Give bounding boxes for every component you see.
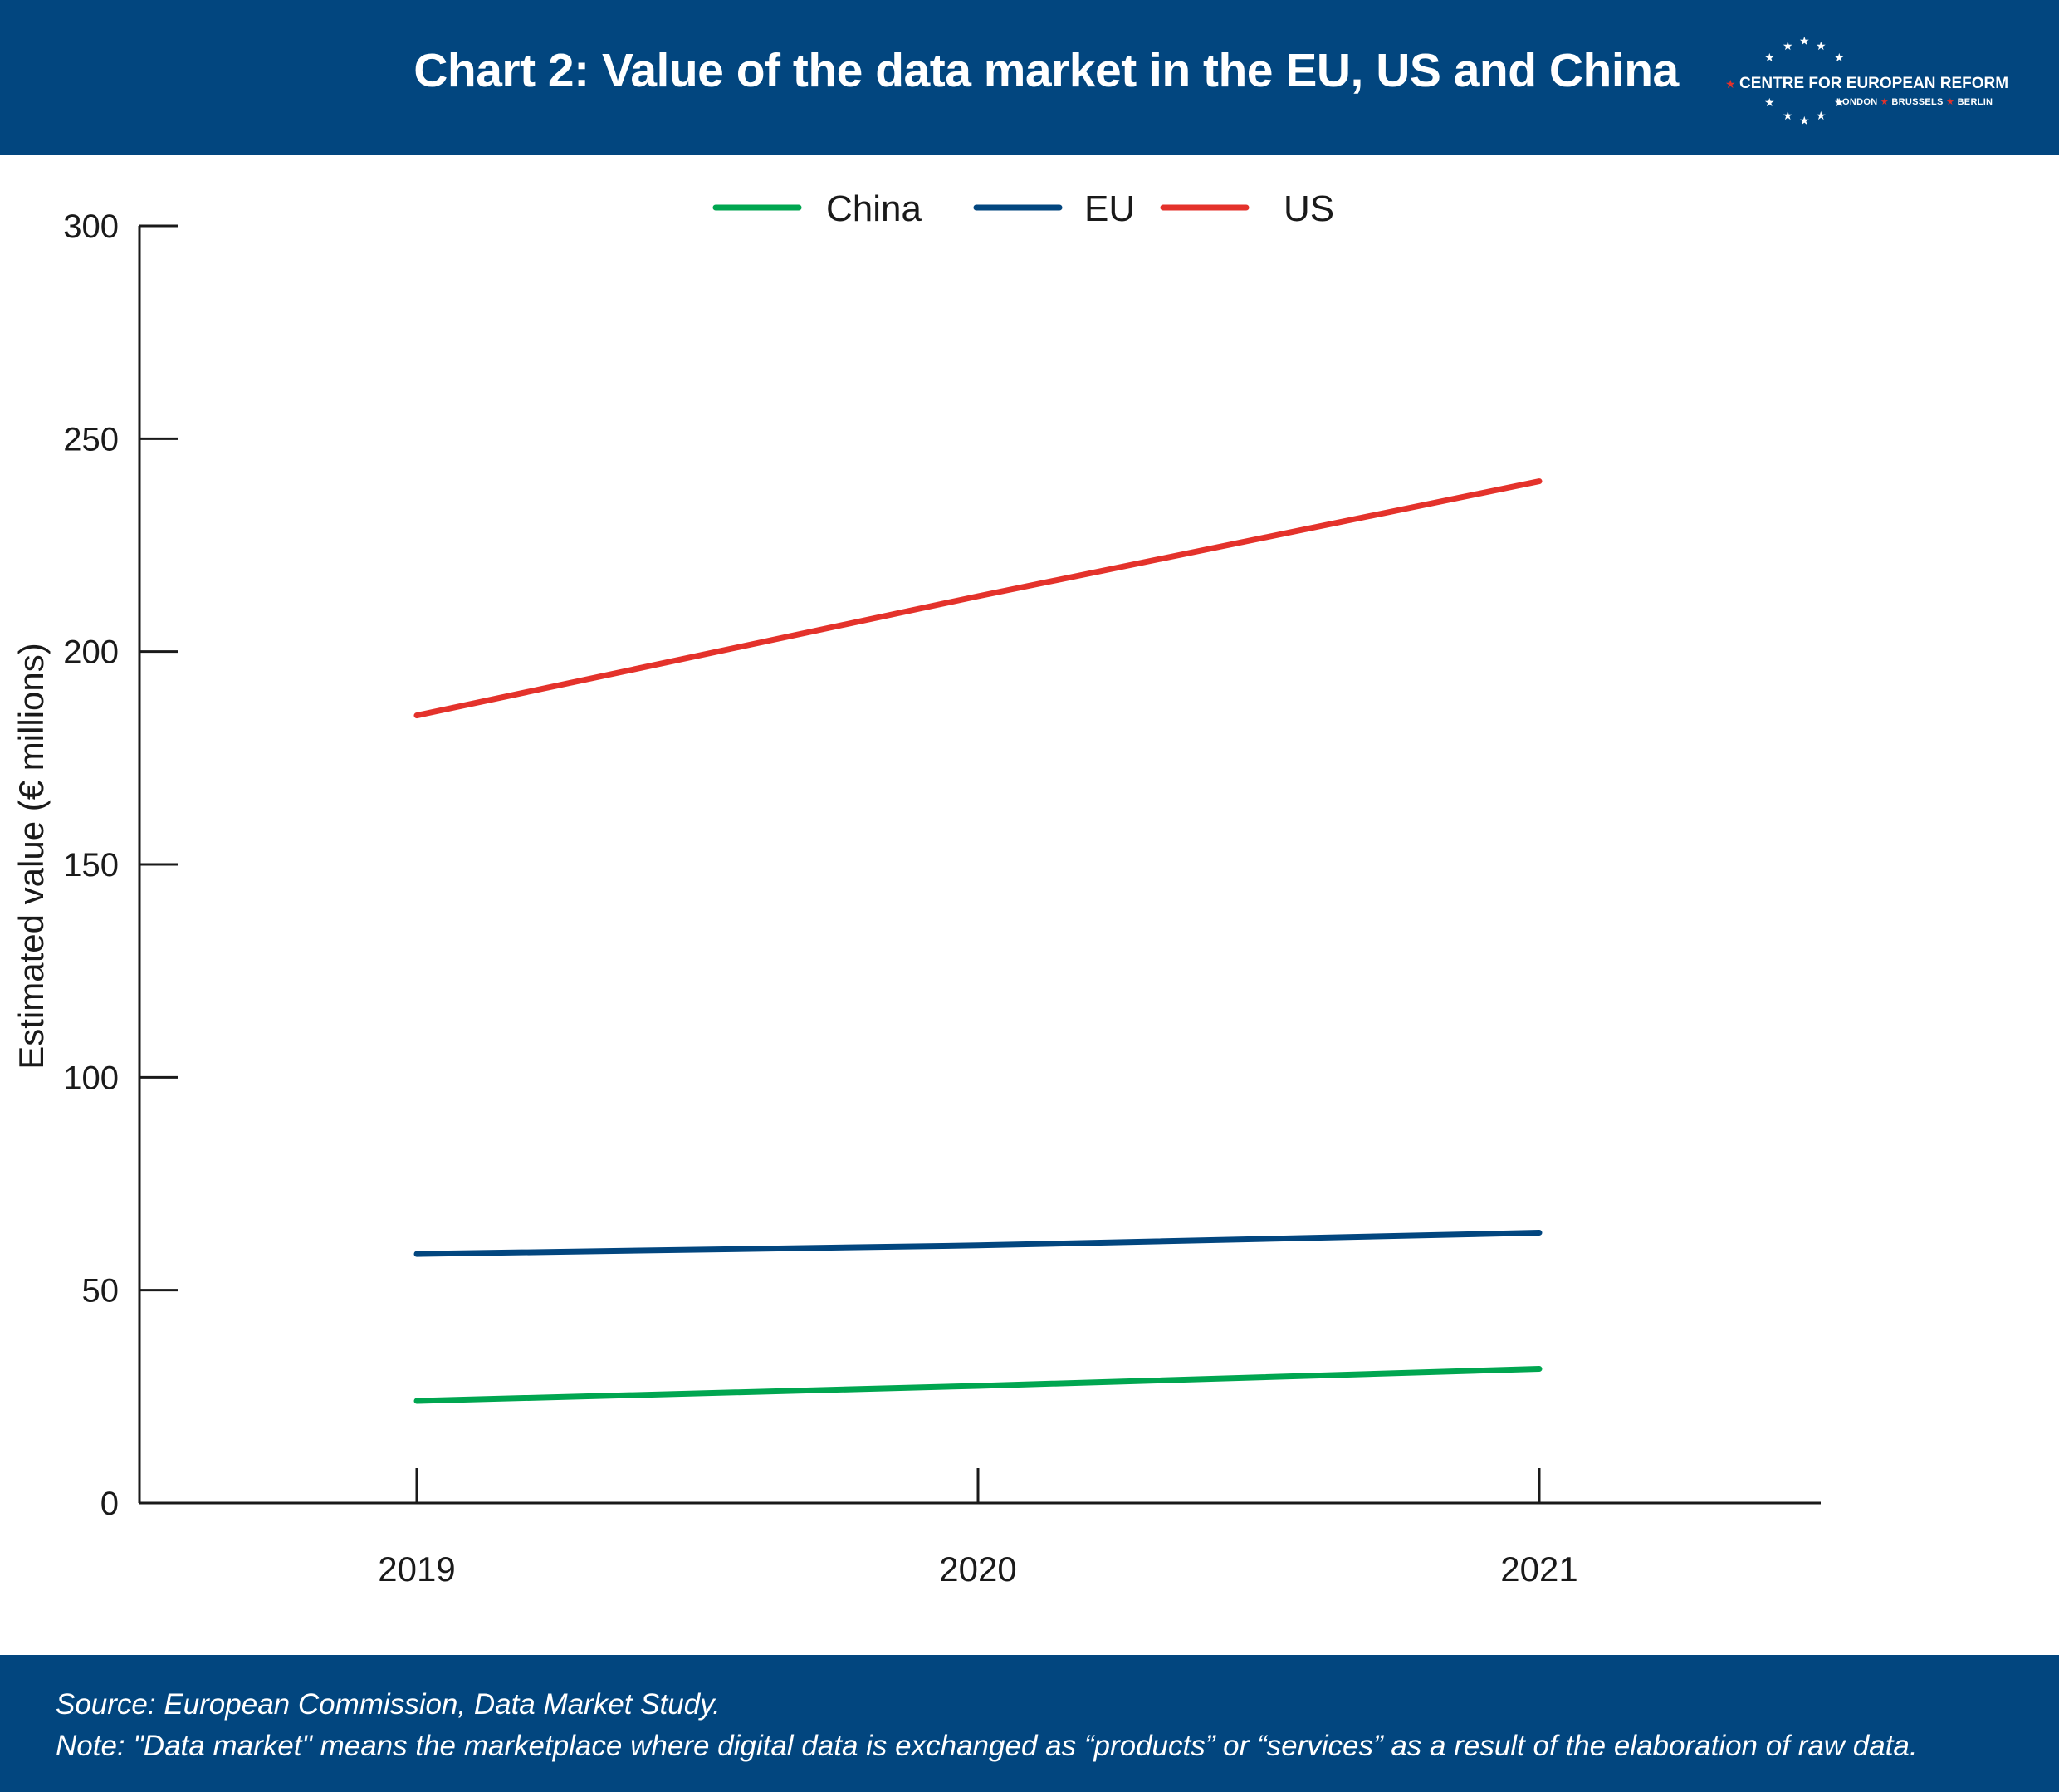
y-tick-label: 200 xyxy=(63,634,119,671)
header-banner: Chart 2: Value of the data market in the… xyxy=(0,0,2059,155)
series-line-china xyxy=(413,1366,1543,1404)
logo-city: BRUSSELS xyxy=(1891,97,1944,107)
y-axis-label: Estimated value (€ millions) xyxy=(12,643,51,1070)
logo-star-icon: ★ xyxy=(1816,109,1827,122)
y-tick-label: 300 xyxy=(63,208,119,245)
x-tick-label: 2020 xyxy=(939,1550,1016,1589)
y-tick-label: 150 xyxy=(63,847,119,884)
logo-star-icon: ★ xyxy=(1799,114,1810,127)
chart-legend: China EU US xyxy=(712,189,1334,229)
logo-star-icon: ★ xyxy=(1783,39,1793,52)
logo-star-icon: ★ xyxy=(1764,51,1775,64)
footer-banner: Source: European Commission, Data Market… xyxy=(0,1655,2059,1792)
legend-label: US xyxy=(1284,189,1334,229)
x-tick-label: 2021 xyxy=(1500,1550,1577,1589)
logo-city: LONDON xyxy=(1836,97,1878,107)
chart-axes: 0 50 100 150 200 250 300 2019 2020 2021 xyxy=(63,208,1821,1589)
chart-series xyxy=(413,478,1543,1404)
legend-label: China xyxy=(826,189,922,229)
y-tick-label: 0 xyxy=(100,1486,119,1522)
definition-note: Note: "Data market" means the marketplac… xyxy=(56,1730,1918,1762)
logo-star-icon: ★ xyxy=(1764,95,1775,109)
line-chart: 0 50 100 150 200 250 300 2019 2020 2021 China EU US… xyxy=(12,189,1821,1589)
logo-star-icon: ★ xyxy=(1725,77,1736,91)
logo-name: CENTRE FOR EUROPEAN REFORM xyxy=(1739,75,2009,92)
logo-separator-star-icon: ★ xyxy=(1946,97,1955,107)
chart-title: Chart 2: Value of the data market in the… xyxy=(413,44,1679,97)
cer-logo: ★ ★ ★ ★ ★ ★ ★ ★ ★ ★ ★ CENTRE FOR EUROPEA… xyxy=(1717,35,2008,133)
logo-star-icon: ★ xyxy=(1834,51,1845,64)
logo-separator-star-icon: ★ xyxy=(1880,97,1889,107)
logo-cities: LONDON ★ BRUSSELS ★ BERLIN xyxy=(1836,96,1993,107)
y-tick-label: 100 xyxy=(63,1060,119,1096)
source-note: Source: European Commission, Data Market… xyxy=(56,1688,721,1721)
logo-star-icon: ★ xyxy=(1783,109,1793,122)
y-tick-label: 50 xyxy=(82,1273,120,1310)
logo-star-icon: ★ xyxy=(1816,39,1827,52)
y-tick-label: 250 xyxy=(63,421,119,458)
series-line-us xyxy=(413,478,1543,719)
logo-star-icon: ★ xyxy=(1799,34,1810,47)
logo-city: BERLIN xyxy=(1957,97,1993,107)
series-line-eu xyxy=(413,1230,1543,1257)
legend-label: EU xyxy=(1084,189,1135,229)
logo-star-icon: ★ xyxy=(1834,95,1845,109)
x-tick-label: 2019 xyxy=(378,1550,455,1589)
